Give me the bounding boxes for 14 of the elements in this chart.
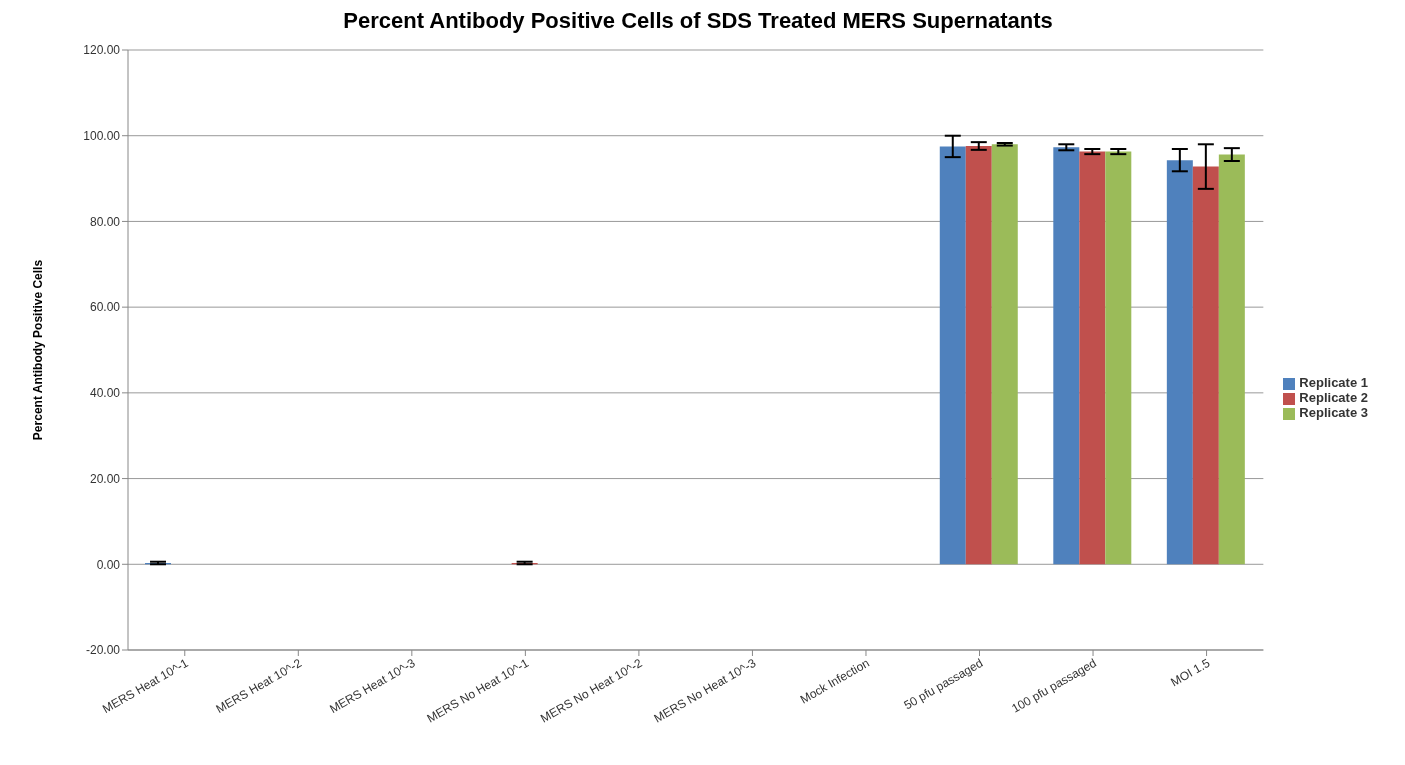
y-tick-label: 60.00 bbox=[89, 300, 121, 315]
y-tick-label: 120.00 bbox=[83, 43, 121, 58]
y-tick-label: 100.00 bbox=[83, 128, 121, 143]
y-axis-title: Percent Antibody Positive Cells bbox=[31, 259, 46, 441]
y-tick-label: 20.00 bbox=[89, 471, 121, 486]
y-tick-label: -20.00 bbox=[85, 643, 121, 658]
x-tick-label: MOI 1.5 bbox=[1168, 655, 1213, 690]
y-tick-label: 40.00 bbox=[89, 386, 121, 401]
y-tick-label: 80.00 bbox=[89, 214, 121, 229]
legend-label: Replicate 3 bbox=[1299, 405, 1368, 420]
y-tick-label: 0.00 bbox=[96, 557, 121, 572]
legend-label: Replicate 1 bbox=[1299, 375, 1368, 390]
legend-label: Replicate 2 bbox=[1299, 390, 1368, 405]
chart-title: Percent Antibody Positive Cells of SDS Treated MERS Supernatants bbox=[342, 8, 1054, 34]
